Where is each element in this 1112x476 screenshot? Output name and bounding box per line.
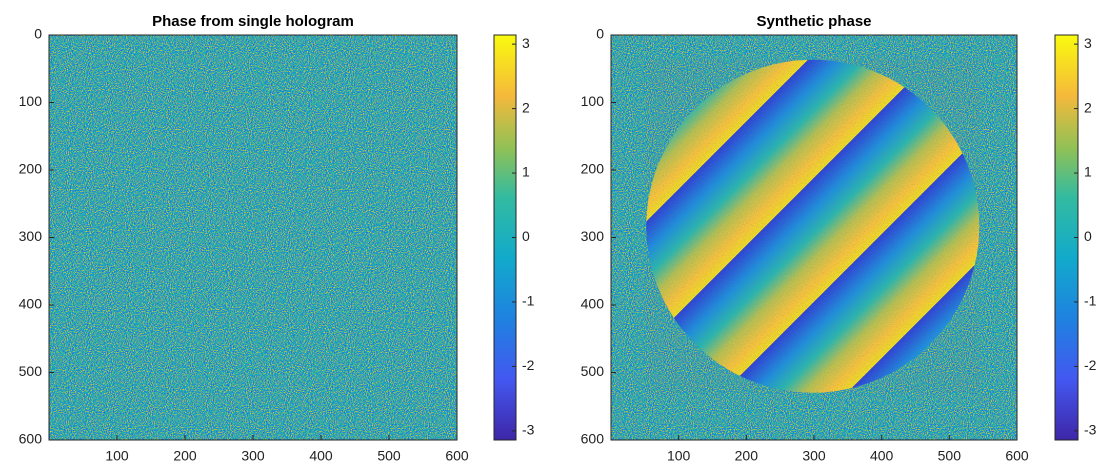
x-tick-label: 600 (445, 448, 469, 464)
y-tick-label: 600 (19, 431, 43, 447)
y-tick-label: 100 (19, 93, 43, 109)
colorbar-tick-label: 1 (1084, 164, 1092, 180)
x-tick-label: 200 (173, 448, 197, 464)
colorbar-tick-label: -3 (1084, 422, 1097, 438)
y-tick-label: 400 (581, 296, 605, 312)
chart-title: Synthetic phase (756, 13, 871, 30)
x-tick-label: 100 (105, 448, 129, 464)
x-tick-label: 600 (1005, 448, 1029, 464)
y-tick-label: 600 (581, 431, 605, 447)
colorbar-tick-label: 1 (522, 164, 530, 180)
y-tick-label: 500 (581, 363, 605, 379)
y-tick-label: 500 (19, 363, 43, 379)
y-tick-label: 200 (581, 161, 605, 177)
x-tick-label: 500 (938, 448, 962, 464)
y-tick-label: 100 (581, 93, 605, 109)
colorbar-tick-label: 0 (522, 228, 530, 244)
colorbar-tick-label: -1 (522, 293, 535, 309)
x-tick-label: 300 (802, 448, 826, 464)
chart-title: Phase from single hologram (152, 13, 354, 30)
x-tick-label: 400 (870, 448, 894, 464)
colorbar-tick-label: -3 (522, 422, 535, 438)
y-tick-label: 0 (596, 26, 604, 42)
x-tick-label: 400 (309, 448, 333, 464)
colorbar-tick-label: 3 (1084, 35, 1092, 51)
x-tick-label: 300 (241, 448, 265, 464)
x-tick-label: 100 (667, 448, 691, 464)
colorbar-tick-label: -2 (522, 357, 535, 373)
colorbar-tick-label: 2 (522, 99, 530, 115)
y-tick-label: 300 (581, 228, 605, 244)
colorbar-tick-label: 0 (1084, 228, 1092, 244)
colorbar-tick-label: -1 (1084, 293, 1097, 309)
colorbar-tick-label: -2 (1084, 357, 1097, 373)
y-tick-label: 300 (19, 228, 43, 244)
x-tick-label: 500 (377, 448, 401, 464)
fringe-noise (646, 59, 980, 393)
y-tick-label: 200 (19, 161, 43, 177)
y-tick-label: 400 (19, 296, 43, 312)
colorbar-tick-label: 2 (1084, 99, 1092, 115)
image-noise (49, 35, 457, 440)
colorbar-tick-label: 3 (522, 35, 530, 51)
x-tick-label: 200 (735, 448, 759, 464)
y-tick-label: 0 (34, 26, 42, 42)
